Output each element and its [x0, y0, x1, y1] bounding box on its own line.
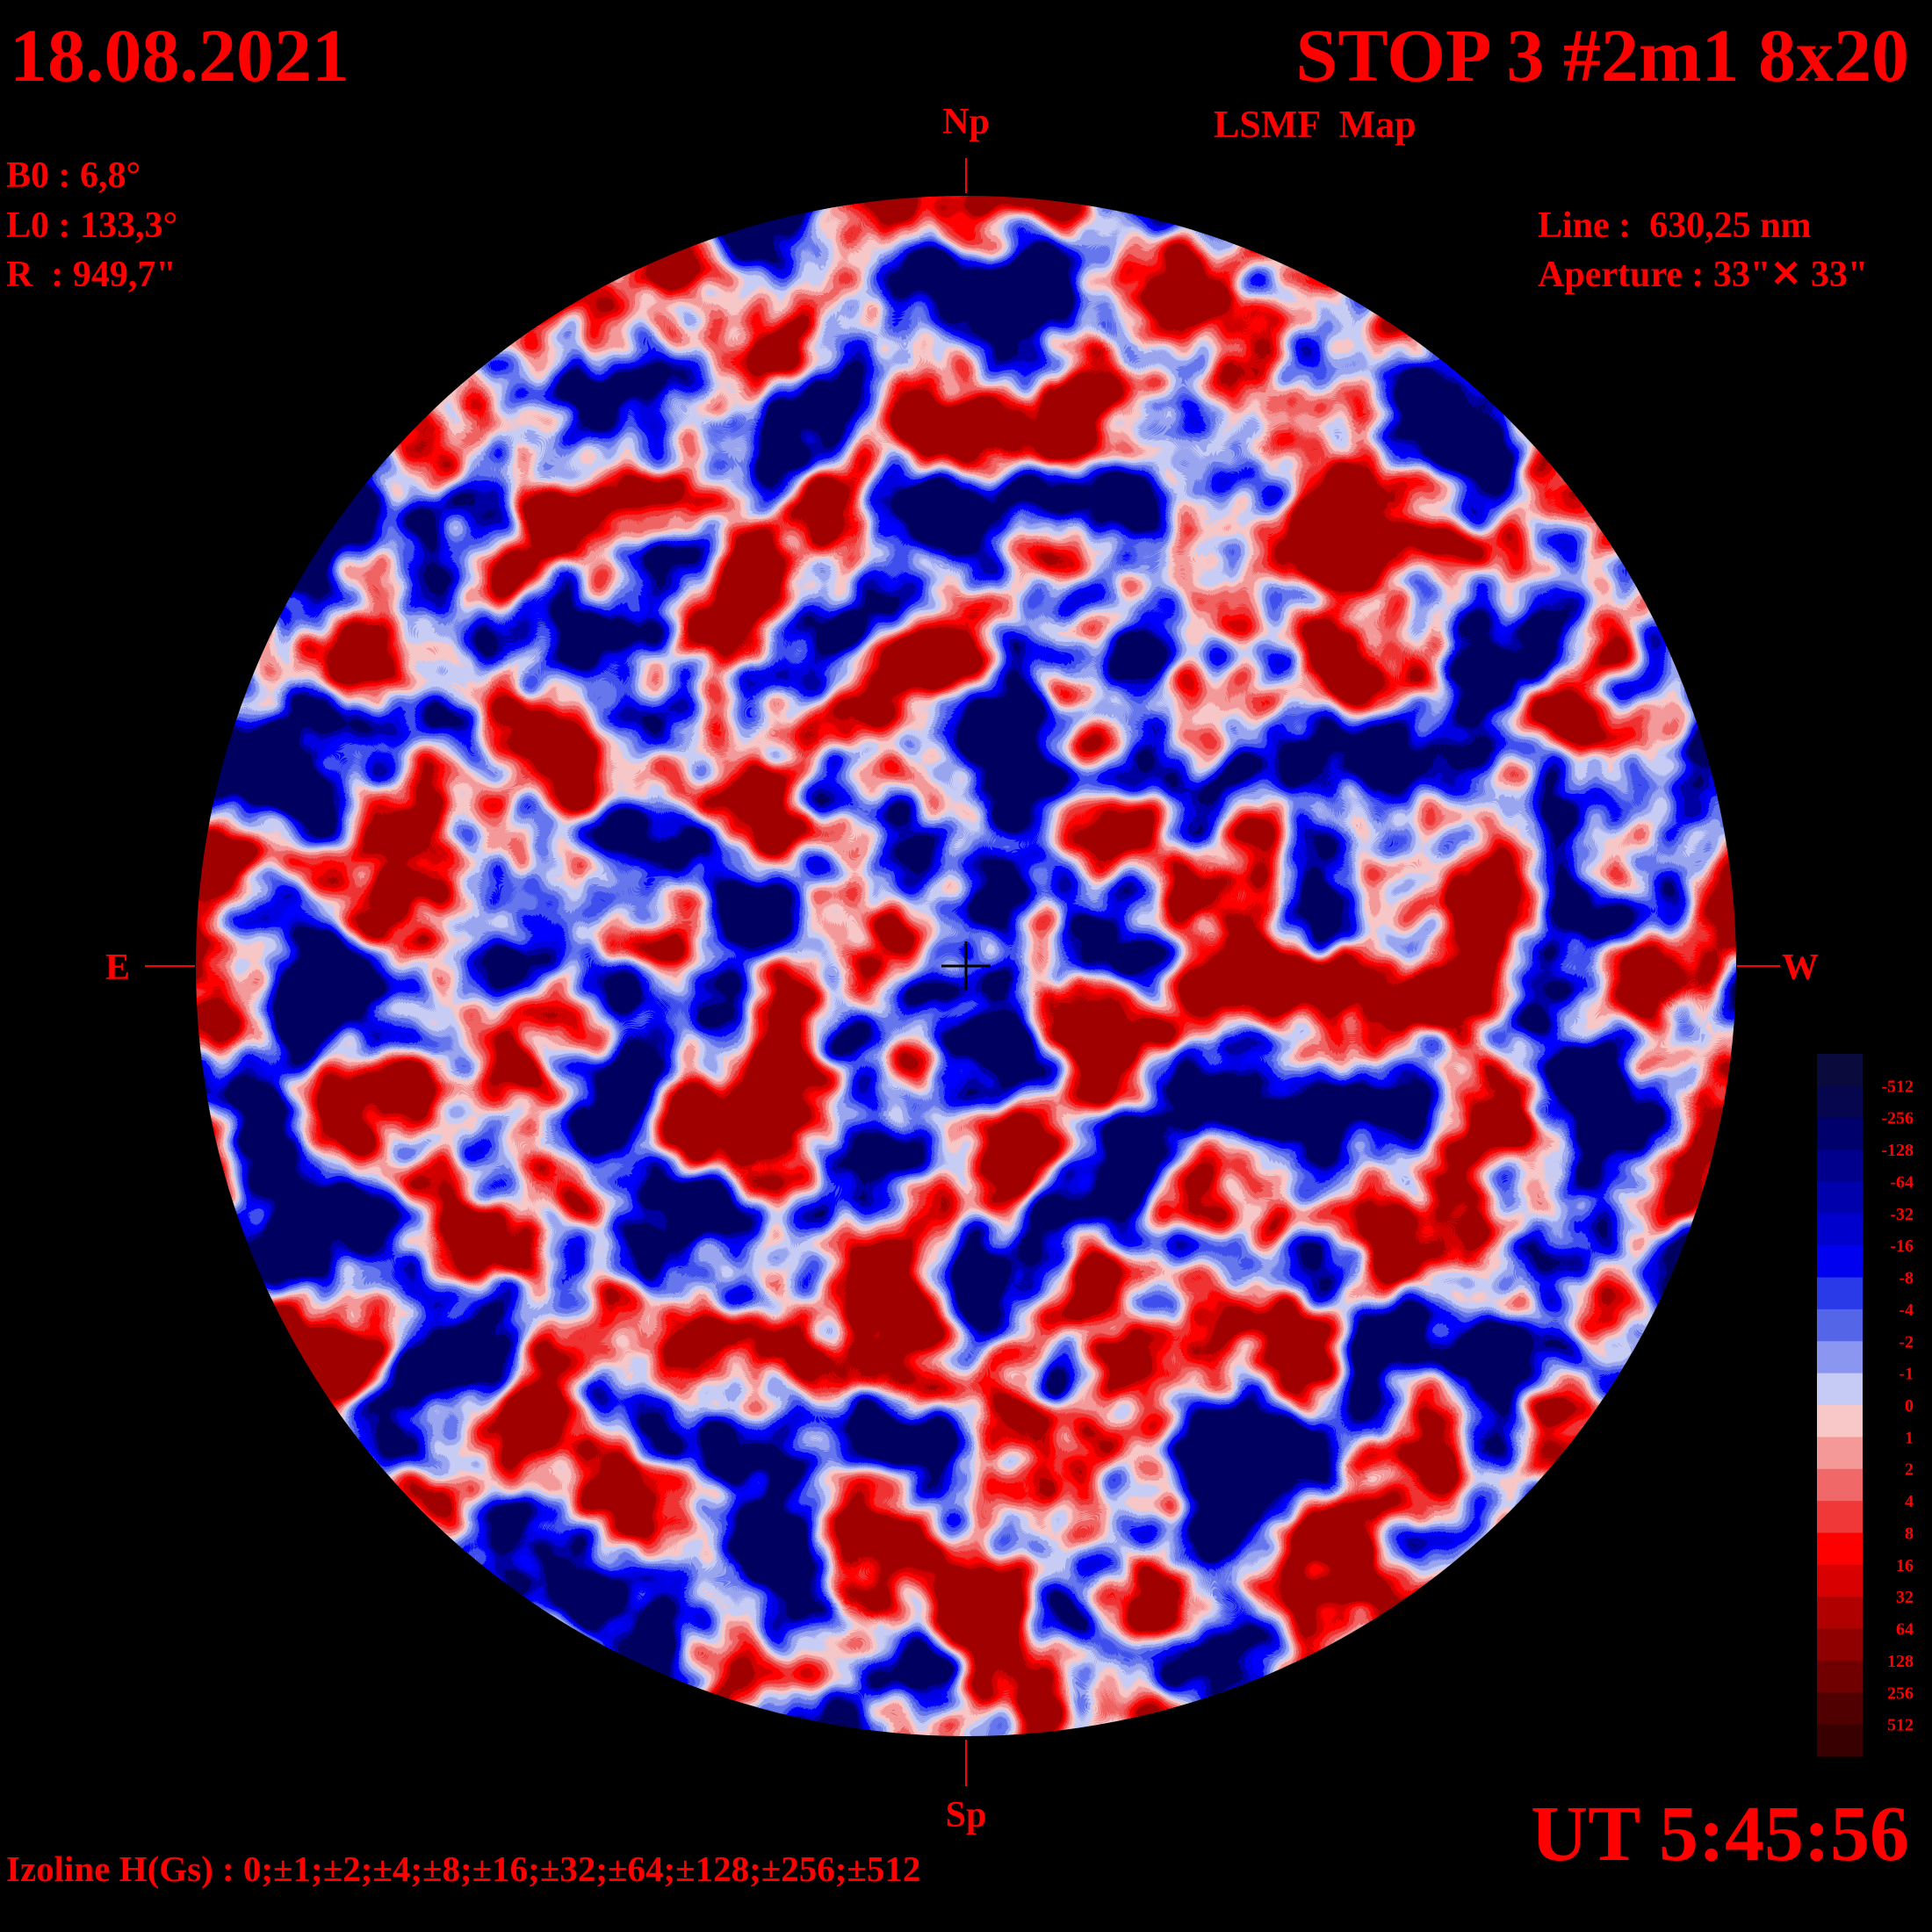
colorbar-band — [1817, 1308, 1863, 1342]
colorbar-label: -1 — [1899, 1365, 1914, 1384]
colorbar: -512 -256 -128 -64 -32 -16 -8 -4 -2 -1 0 1 2 4 8 16 32 64… — [1817, 1054, 1914, 1757]
east-label: E — [105, 948, 130, 988]
colorbar-band — [1817, 1501, 1863, 1533]
colorbar-label: -128 — [1881, 1141, 1914, 1160]
colorbar-label: -256 — [1881, 1109, 1914, 1128]
south-label: Sp — [946, 1795, 987, 1835]
param-b0: B0 : 6,8° — [6, 155, 141, 196]
colorbar-band — [1817, 1564, 1863, 1597]
north-label: Np — [942, 102, 990, 142]
colorbar-band — [1817, 1117, 1863, 1150]
colorbar-band — [1817, 1245, 1863, 1279]
colorbar-band — [1817, 1277, 1863, 1310]
colorbar-label: 0 — [1905, 1396, 1914, 1416]
colorbar-label: -512 — [1881, 1077, 1914, 1096]
title: STOP 3 #2m1 8x20 — [1296, 13, 1909, 97]
colorbar-band — [1817, 1341, 1863, 1374]
colorbar-band — [1817, 1597, 1863, 1630]
colorbar-label: 4 — [1905, 1492, 1914, 1511]
param-l0: L0 : 133,3° — [6, 205, 177, 246]
axis-ticks — [145, 158, 1780, 1786]
colorbar-band — [1817, 1150, 1863, 1182]
date: 18.08.2021 — [10, 13, 350, 97]
param-r: R : 949,7" — [6, 255, 177, 295]
colorbar-band — [1817, 1724, 1863, 1757]
colorbar-band — [1817, 1213, 1863, 1246]
colorbar-label: 128 — [1887, 1652, 1914, 1671]
time: UT 5:45:56 — [1531, 1791, 1909, 1878]
colorbar-label: -2 — [1899, 1332, 1914, 1352]
colorbar-band — [1817, 1532, 1863, 1566]
colorbar-band — [1817, 1692, 1863, 1726]
line-info: Line : 630,25 nm — [1538, 205, 1812, 246]
colorbar-band — [1817, 1085, 1863, 1119]
subtitle: LSMF Map — [1214, 103, 1417, 146]
colorbar-band — [1817, 1437, 1863, 1470]
colorbar-label: 512 — [1887, 1716, 1914, 1735]
colorbar-band — [1817, 1054, 1863, 1086]
colorbar-label: 1 — [1905, 1428, 1914, 1447]
colorbar-label: -8 — [1899, 1269, 1914, 1288]
colorbar-label: -64 — [1890, 1172, 1914, 1192]
aperture-info: Aperture : 33"✕ 33" — [1538, 255, 1868, 295]
colorbar-band — [1817, 1468, 1863, 1502]
colorbar-band — [1817, 1660, 1863, 1693]
colorbar-band — [1817, 1405, 1863, 1438]
colorbar-label: -32 — [1890, 1205, 1914, 1224]
west-label: W — [1782, 948, 1819, 988]
colorbar-label: 2 — [1905, 1460, 1914, 1480]
center-cross — [941, 941, 991, 991]
colorbar-label: -4 — [1899, 1301, 1914, 1320]
izoline-legend: Izoline H(Gs) : 0;±1;±2;±4;±8;±16;±32;±6… — [6, 1849, 920, 1889]
colorbar-band — [1817, 1628, 1863, 1662]
colorbar-band — [1817, 1373, 1863, 1406]
colorbar-label: -16 — [1890, 1236, 1914, 1256]
colorbar-label: 64 — [1896, 1620, 1914, 1640]
colorbar-label: 8 — [1905, 1524, 1914, 1543]
colorbar-label: 16 — [1896, 1556, 1914, 1575]
colorbar-label: 32 — [1896, 1588, 1914, 1607]
colorbar-label: 256 — [1887, 1683, 1914, 1703]
colorbar-band — [1817, 1181, 1863, 1215]
